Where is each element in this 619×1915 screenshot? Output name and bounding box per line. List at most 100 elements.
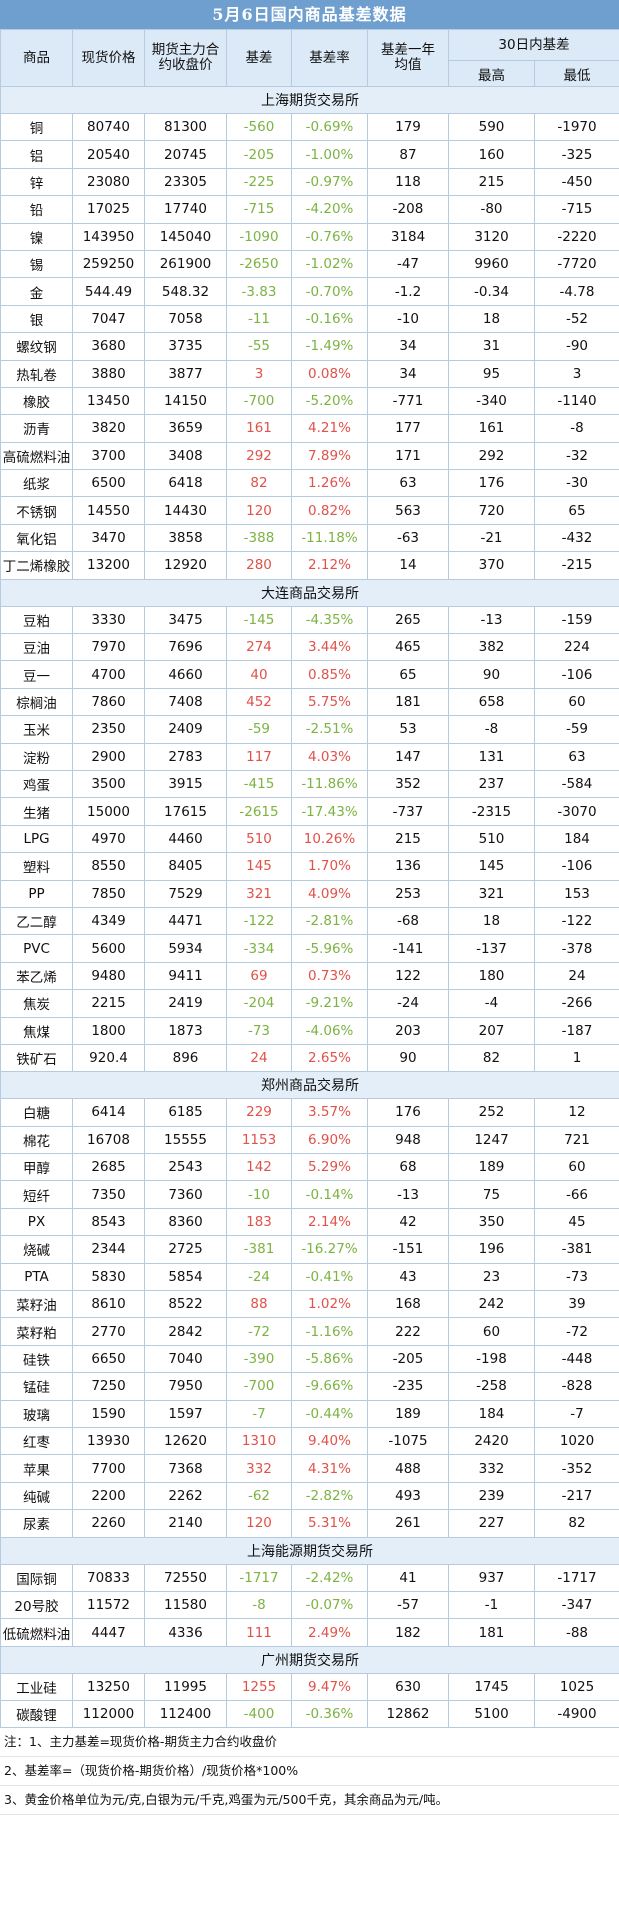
basis-rate: -2.51% — [291, 715, 368, 744]
basis: -73 — [226, 1016, 292, 1045]
table-row: 铅 17025 17740 -715 -4.20% -208 -80 -715 — [0, 195, 619, 224]
spot-price: 2900 — [72, 742, 145, 771]
basis-year-avg: 182 — [367, 1618, 449, 1647]
basis-rate: -11.18% — [291, 523, 368, 553]
basis-30d-high: 95 — [448, 359, 535, 388]
spot-price: 2350 — [72, 715, 145, 744]
exchange-section-header: 广州期货交易所 — [0, 1645, 619, 1674]
table-row: 硅铁 6650 7040 -390 -5.86% -205 -198 -448 — [0, 1344, 619, 1374]
basis: -55 — [226, 332, 292, 361]
spot-price: 8543 — [72, 1207, 145, 1237]
basis-rate: -0.44% — [291, 1399, 368, 1428]
basis-30d-low: 60 — [534, 687, 619, 717]
basis-rate: -9.66% — [291, 1372, 368, 1401]
basis-30d-low: 65 — [534, 496, 619, 525]
spot-price: 14550 — [72, 496, 145, 525]
basis: -381 — [226, 1235, 292, 1264]
basis-year-avg: 179 — [367, 112, 449, 142]
futures-price: 3659 — [144, 414, 227, 443]
futures-price: 3877 — [144, 359, 227, 388]
spot-price: 7250 — [72, 1372, 145, 1401]
basis-rate: 1.70% — [291, 852, 368, 881]
basis-30d-low: 721 — [534, 1125, 619, 1155]
header-avg: 基差一年均值 — [367, 29, 449, 87]
basis-rate: -0.69% — [291, 112, 368, 142]
futures-price: 112400 — [144, 1700, 227, 1729]
futures-price: 145040 — [144, 222, 227, 251]
futures-price: 12920 — [144, 551, 227, 580]
futures-price: 4660 — [144, 660, 227, 689]
basis-year-avg: -63 — [367, 523, 449, 553]
note-line: 2、基差率=（现货价格-期货价格）/现货价格*100% — [0, 1757, 619, 1787]
basis-rate: 9.47% — [291, 1672, 368, 1702]
basis-rate: 4.21% — [291, 414, 368, 443]
spot-price: 16708 — [72, 1125, 145, 1155]
spot-price: 7047 — [72, 304, 145, 334]
futures-price: 4471 — [144, 906, 227, 936]
spot-price: 3700 — [72, 441, 145, 471]
table-row: 白糖 6414 6185 229 3.57% 176 252 12 — [0, 1098, 619, 1127]
basis-year-avg: 42 — [367, 1207, 449, 1237]
basis-30d-low: -448 — [534, 1344, 619, 1374]
spot-price: 544.49 — [72, 277, 145, 306]
spot-price: 7970 — [72, 633, 145, 662]
basis: -11 — [226, 304, 292, 334]
exchange-section-header: 大连商品交易所 — [0, 578, 619, 607]
basis-30d-high: 227 — [448, 1509, 535, 1538]
basis-year-avg: -1.2 — [367, 277, 449, 306]
basis-30d-low: 82 — [534, 1509, 619, 1538]
basis: -400 — [226, 1700, 292, 1729]
table-row: 豆一 4700 4660 40 0.85% 65 90 -106 — [0, 660, 619, 689]
futures-price: 548.32 — [144, 277, 227, 306]
table-row: 菜籽油 8610 8522 88 1.02% 168 242 39 — [0, 1290, 619, 1319]
spot-price: 2260 — [72, 1509, 145, 1538]
futures-price: 23305 — [144, 167, 227, 197]
table-row: 银 7047 7058 -11 -0.16% -10 18 -52 — [0, 304, 619, 334]
futures-price: 1597 — [144, 1399, 227, 1428]
basis-rate: 0.73% — [291, 961, 368, 991]
basis: -560 — [226, 112, 292, 142]
basis-rate: 2.14% — [291, 1207, 368, 1237]
futures-price: 20745 — [144, 140, 227, 169]
commodity-name: 铅 — [0, 195, 73, 224]
table-row: 焦煤 1800 1873 -73 -4.06% 203 207 -187 — [0, 1016, 619, 1045]
basis: -700 — [226, 1372, 292, 1401]
table-row: 锌 23080 23305 -225 -0.97% 118 215 -450 — [0, 167, 619, 197]
basis-30d-high: -1 — [448, 1590, 535, 1620]
table-row: 苯乙烯 9480 9411 69 0.73% 122 180 24 — [0, 961, 619, 991]
basis-30d-low: 39 — [534, 1290, 619, 1319]
basis-30d-low: -215 — [534, 551, 619, 580]
commodity-name: 乙二醇 — [0, 906, 73, 936]
table-body: 上海期货交易所铜 80740 81300 -560 -0.69% 179 590 -1970 铝… — [0, 86, 619, 1729]
basis-30d-low: -266 — [534, 989, 619, 1018]
basis: 452 — [226, 687, 292, 717]
futures-price: 261900 — [144, 249, 227, 279]
basis-year-avg: 465 — [367, 633, 449, 662]
basis-30d-low: -187 — [534, 1016, 619, 1045]
spot-price: 6500 — [72, 469, 145, 498]
spot-price: 13200 — [72, 551, 145, 580]
basis-30d-high: 510 — [448, 824, 535, 854]
commodity-name: 镍 — [0, 222, 73, 251]
basis-30d-low: -90 — [534, 332, 619, 361]
basis: 1153 — [226, 1125, 292, 1155]
basis-rate: 0.82% — [291, 496, 368, 525]
commodity-name: 棕榈油 — [0, 687, 73, 717]
basis-30d-high: -137 — [448, 934, 535, 963]
futures-price: 7058 — [144, 304, 227, 334]
basis: -1090 — [226, 222, 292, 251]
basis: -59 — [226, 715, 292, 744]
commodity-name: 银 — [0, 304, 73, 334]
basis-rate: 4.09% — [291, 879, 368, 908]
basis: 69 — [226, 961, 292, 991]
table-row: 铜 80740 81300 -560 -0.69% 179 590 -1970 — [0, 112, 619, 142]
spot-price: 4970 — [72, 824, 145, 854]
commodity-name: 白糖 — [0, 1098, 73, 1127]
basis-30d-low: -30 — [534, 469, 619, 498]
basis-rate: -2.82% — [291, 1481, 368, 1511]
basis-30d-low: -378 — [534, 934, 619, 963]
basis-year-avg: 181 — [367, 687, 449, 717]
spot-price: 5830 — [72, 1262, 145, 1292]
basis: -62 — [226, 1481, 292, 1511]
commodity-name: 碳酸锂 — [0, 1700, 73, 1729]
